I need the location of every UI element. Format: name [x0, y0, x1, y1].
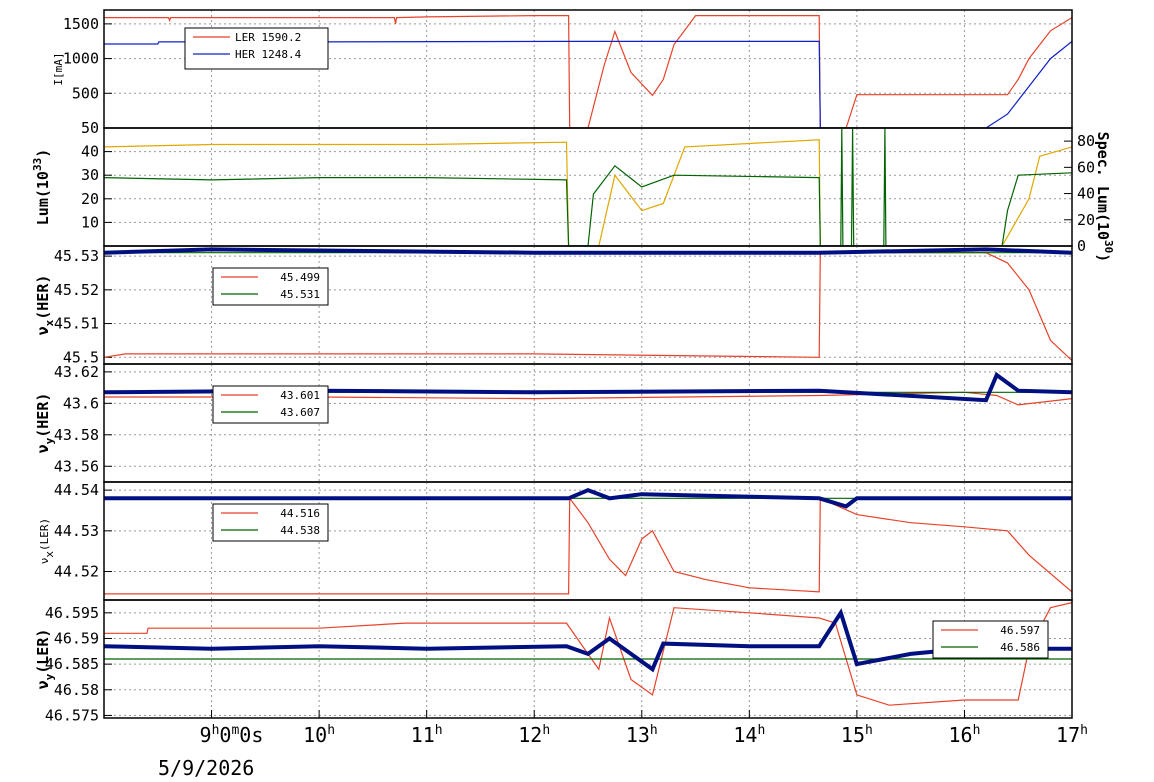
legend-entry: 44.538: [280, 524, 320, 537]
y-tick-label: 500: [72, 84, 99, 102]
legend-entry: 46.586: [1000, 641, 1040, 654]
series-line-0: [104, 496, 1072, 595]
series-line-2: [104, 608, 1072, 673]
y-tick-label: 45.53: [54, 247, 99, 265]
legend-entry: 46.597: [1000, 624, 1040, 637]
series-line-2: [104, 247, 1072, 255]
legend-entry: 45.499: [280, 271, 320, 284]
legend-entry: 43.607: [280, 406, 320, 419]
legend-entry: 45.531: [280, 288, 320, 301]
y-tick-label: 45.51: [54, 315, 99, 333]
x-tick-label: 16h: [948, 723, 980, 747]
y-tick-label: 1500: [63, 15, 99, 33]
y-axis-label: νx(LER): [38, 518, 56, 564]
legend-entry: 44.516: [280, 507, 320, 520]
y-tick-label: 40: [81, 143, 99, 161]
panel-4: 44.52 44.53 44.54 νx(LER) 44.516 44.538: [38, 481, 1073, 601]
x-tick-label: 15h: [841, 723, 873, 747]
series-line-0: [104, 139, 1072, 246]
y-axis-label: νy(LER): [34, 629, 56, 690]
series-line-0: [104, 602, 1072, 706]
y2-axis-label: Spec. Lum(1030): [1094, 132, 1115, 263]
y-axis-label: νx(HER): [34, 275, 56, 336]
y2-tick-label: 40: [1077, 185, 1095, 203]
y2-tick-label: 60: [1077, 158, 1095, 176]
legend-entry: LER 1590.2: [235, 31, 301, 44]
y-tick-label: 20: [81, 190, 99, 208]
series-line-1: [104, 128, 1072, 246]
legend: 45.499 45.531: [212, 267, 329, 306]
y-tick-label: 46.585: [45, 655, 99, 673]
series-line-1: [104, 40, 1072, 128]
x-axis-date: 5/9/2026: [158, 756, 254, 780]
y-tick-label: 46.58: [54, 681, 99, 699]
legend: 43.601 43.607: [212, 385, 329, 424]
legend: 46.597 46.586: [932, 620, 1049, 659]
legend-entry: HER 1248.4: [235, 48, 302, 61]
legend-box: [212, 503, 329, 542]
series-line-2: [104, 487, 1072, 509]
panel-2: 45.5 45.51 45.52 45.53 νx(HER) 45.499 45.531: [34, 245, 1073, 366]
legend-box: [932, 620, 1049, 659]
y-axis-label: I[mA]: [52, 52, 65, 85]
x-tick-label: 9h0m0s: [200, 723, 264, 747]
y-tick-label: 1000: [63, 50, 99, 68]
legend-box: [212, 385, 329, 424]
panel-frame: [103, 127, 1073, 247]
y-axis-label: νy(HER): [34, 393, 56, 454]
legend-box: [212, 267, 329, 306]
x-tick-label: 11h: [411, 723, 443, 747]
series-line-2: [104, 371, 1072, 403]
x-tick-label: 14h: [733, 723, 765, 747]
y-tick-label: 46.575: [45, 706, 99, 724]
x-tick-label: 10h: [303, 723, 335, 747]
y-tick-label: 45.52: [54, 281, 99, 299]
y-tick-label: 50: [81, 119, 99, 137]
panel-3: 43.56 43.58 43.6 43.62 νy(HER) 43.601 43.607: [34, 363, 1073, 483]
x-tick-label: 12h: [518, 723, 550, 747]
y-tick-label: 44.54: [54, 481, 99, 499]
y-tick-label: 43.6: [63, 394, 99, 412]
series-line-0: [104, 15, 1072, 128]
y-tick-label: 45.5: [63, 348, 99, 366]
y-axis-label: Lum(1033): [31, 149, 52, 225]
y2-tick-label: 0: [1077, 237, 1086, 255]
y2-tick-label: 80: [1077, 132, 1095, 150]
panel-5: 46.575 46.58 46.585 46.59 46.595 νy(LER) 46.59…: [34, 599, 1073, 724]
x-tick-label: 13h: [626, 723, 658, 747]
legend: LER 1590.2 HER 1248.4: [184, 27, 329, 70]
y-tick-label: 10: [81, 213, 99, 231]
y-tick-label: 43.62: [54, 363, 99, 381]
y-tick-label: 43.56: [54, 457, 99, 475]
y2-tick-label: 20: [1077, 211, 1095, 229]
legend-entry: 43.601: [280, 389, 320, 402]
y-tick-label: 44.52: [54, 563, 99, 581]
panel-0: 500 1000 1500 I[mA] LER 1590.2 HER 1248.4: [52, 9, 1073, 129]
y-tick-label: 46.595: [45, 604, 99, 622]
legend: 44.516 44.538: [212, 503, 329, 542]
y-tick-label: 44.53: [54, 522, 99, 540]
y-tick-label: 46.59: [54, 629, 99, 647]
x-tick-label: 17h: [1056, 723, 1088, 747]
legend-box: [184, 27, 329, 70]
y-tick-label: 43.58: [54, 426, 99, 444]
panel-frame: [103, 599, 1073, 719]
panel-1: 10 20 30 40 50 0 20 40 60 80 Lum(1033) Spec. Lum(10…: [31, 119, 1115, 262]
y-tick-label: 30: [81, 166, 99, 184]
